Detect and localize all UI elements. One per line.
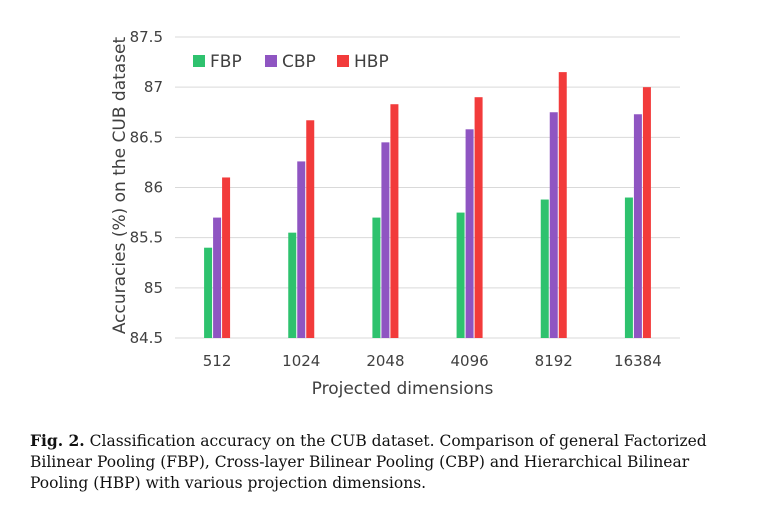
bar-cbp xyxy=(381,142,390,338)
bar-hbp xyxy=(390,104,399,339)
bar-fbp xyxy=(372,217,381,338)
legend-swatch-fbp xyxy=(193,55,205,67)
bar-fbp xyxy=(624,197,633,338)
bar-hbp xyxy=(474,97,483,338)
figure-caption: Fig. 2. Classification accuracy on the C… xyxy=(30,430,752,494)
bar-cbp xyxy=(549,112,558,338)
y-tick-label: 87 xyxy=(144,78,163,96)
x-tick-label: 1024 xyxy=(282,352,320,370)
bar-hbp xyxy=(642,87,651,339)
x-tick-label: 2048 xyxy=(366,352,404,370)
bar-hbp xyxy=(558,72,567,338)
bar-fbp xyxy=(456,212,465,338)
bar-hbp xyxy=(222,177,231,338)
x-axis-label: Projected dimensions xyxy=(312,379,494,399)
x-tick-label: 16384 xyxy=(614,352,662,370)
x-tick-label: 8192 xyxy=(535,352,573,370)
bar-cbp xyxy=(213,217,222,338)
y-axis-label: Accuracies (%) on the CUB dataset xyxy=(110,36,130,334)
bar-chart: 84.5 85 85.5 86 86.5 87 87.5 512 1024 2048 4096 819… xyxy=(110,28,680,399)
y-tick-label: 86 xyxy=(144,179,163,197)
y-tick-label: 87.5 xyxy=(130,28,163,46)
caption-label: Fig. 2. xyxy=(30,431,85,450)
legend-label-hbp: HBP xyxy=(354,52,389,72)
bar-cbp xyxy=(465,129,474,338)
legend-label-fbp: FBP xyxy=(210,52,242,72)
x-tick-label: 512 xyxy=(203,352,232,370)
y-tick-label: 85 xyxy=(144,279,163,297)
caption-text: Classification accuracy on the CUB datas… xyxy=(30,432,707,492)
x-tick-label: 4096 xyxy=(450,352,488,370)
bar-cbp xyxy=(297,161,306,338)
y-tick-label: 86.5 xyxy=(130,128,163,146)
legend-swatch-cbp xyxy=(265,55,277,67)
chart-area: 84.5 85 85.5 86 86.5 87 87.5 512 1024 2048 4096 819… xyxy=(110,28,680,399)
y-tick-label: 85.5 xyxy=(130,229,163,247)
bar-fbp xyxy=(204,247,213,338)
legend-swatch-hbp xyxy=(337,55,349,67)
y-tick-label: 84.5 xyxy=(130,329,163,347)
bar-cbp xyxy=(633,114,642,338)
bar-fbp xyxy=(288,232,297,338)
legend-label-cbp: CBP xyxy=(282,52,316,72)
bar-fbp xyxy=(540,199,549,338)
bar-hbp xyxy=(306,120,315,338)
